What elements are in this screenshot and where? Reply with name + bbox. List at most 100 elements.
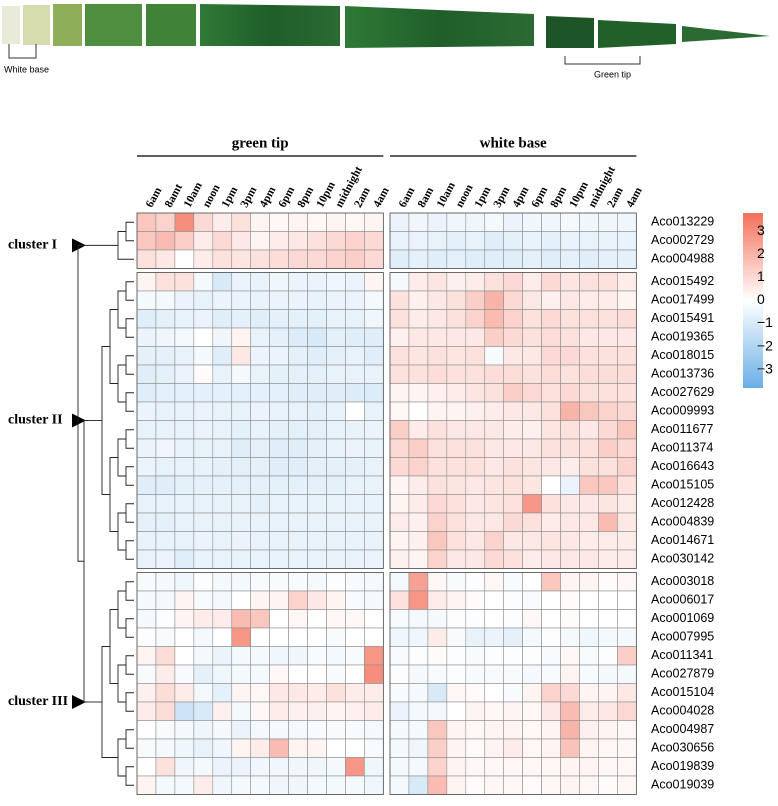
heatmap-cell bbox=[541, 231, 561, 251]
heatmap-cell bbox=[269, 572, 289, 592]
heatmap-cell bbox=[617, 738, 637, 758]
heatmap-cell bbox=[408, 457, 429, 477]
heatmap-cell bbox=[446, 627, 467, 647]
column-label: 3pm bbox=[239, 184, 260, 209]
heatmap-cell bbox=[541, 701, 561, 721]
photo-label: Green tip bbox=[594, 69, 631, 79]
heatmap-cell bbox=[364, 646, 384, 666]
heatmap-cell bbox=[155, 420, 176, 440]
colorbar bbox=[743, 213, 763, 388]
heatmap-cell bbox=[269, 775, 289, 795]
heatmap-cell bbox=[155, 327, 176, 347]
heatmap-cell bbox=[193, 609, 214, 629]
heatmap-cell bbox=[193, 757, 214, 777]
heatmap-cell bbox=[269, 290, 289, 310]
heatmap-cell bbox=[345, 309, 365, 329]
heatmap-cell bbox=[522, 231, 542, 251]
heatmap-cell bbox=[174, 249, 195, 269]
heatmap-cell bbox=[598, 249, 618, 269]
heatmap-cell bbox=[307, 549, 327, 569]
heatmap-cell bbox=[465, 420, 486, 440]
heatmap-cell bbox=[269, 475, 289, 495]
heatmap-cell bbox=[364, 401, 384, 421]
heatmap-cell bbox=[288, 512, 308, 532]
heatmap-cell bbox=[446, 249, 467, 269]
heatmap-cell bbox=[617, 512, 637, 532]
heatmap-cell bbox=[288, 327, 308, 347]
heatmap-cell bbox=[307, 664, 327, 684]
cluster-marker bbox=[72, 413, 86, 428]
heatmap-cell bbox=[307, 438, 327, 458]
heatmap-cell bbox=[212, 364, 233, 384]
heatmap-cell bbox=[465, 627, 486, 647]
heatmap-cell bbox=[389, 549, 410, 569]
heatmap-cell bbox=[193, 272, 214, 292]
heatmap-cell bbox=[484, 475, 505, 495]
row-label: Aco015104 bbox=[651, 685, 714, 699]
heatmap-cell bbox=[345, 590, 365, 610]
heatmap-cell bbox=[427, 364, 448, 384]
heatmap-cell bbox=[155, 457, 176, 477]
heatmap-cell bbox=[174, 494, 195, 514]
heatmap-cell bbox=[598, 664, 618, 684]
heatmap-cell bbox=[174, 475, 195, 495]
heatmap-cell bbox=[136, 738, 157, 758]
heatmap-cell bbox=[155, 590, 176, 610]
heatmap-cell bbox=[269, 512, 289, 532]
heatmap-cell bbox=[389, 720, 410, 740]
heatmap-cell bbox=[503, 627, 523, 647]
heatmap-cell bbox=[541, 420, 561, 440]
heatmap-cell bbox=[231, 438, 252, 458]
heatmap-cell bbox=[155, 494, 176, 514]
heatmap-cell bbox=[465, 531, 486, 551]
heatmap-cell bbox=[617, 231, 637, 251]
heatmap-cell bbox=[579, 627, 599, 647]
heatmap-cell bbox=[307, 401, 327, 421]
heatmap-cell bbox=[579, 590, 599, 610]
heatmap-cell bbox=[136, 683, 157, 703]
heatmap-cell bbox=[446, 757, 467, 777]
row-label: Aco004987 bbox=[651, 722, 714, 736]
heatmap-cell bbox=[326, 590, 346, 610]
heatmap-cell bbox=[389, 290, 410, 310]
heatmap-cell bbox=[617, 531, 637, 551]
heatmap-cell bbox=[250, 327, 270, 347]
heatmap-cell bbox=[136, 327, 157, 347]
heatmap-cell bbox=[617, 383, 637, 403]
heatmap-cell bbox=[579, 664, 599, 684]
heatmap-cell bbox=[288, 212, 308, 232]
heatmap-cell bbox=[579, 683, 599, 703]
heatmap-cell bbox=[503, 590, 523, 610]
heatmap-cell bbox=[522, 683, 542, 703]
heatmap-cell bbox=[250, 309, 270, 329]
heatmap-cell bbox=[364, 383, 384, 403]
heatmap-cell bbox=[465, 457, 486, 477]
heatmap-cell bbox=[269, 327, 289, 347]
heatmap-cell bbox=[231, 664, 252, 684]
heatmap-cell bbox=[541, 457, 561, 477]
heatmap-cell bbox=[598, 290, 618, 310]
heatmap-cell bbox=[231, 627, 252, 647]
heatmap-cell bbox=[579, 549, 599, 569]
heatmap-cell bbox=[193, 494, 214, 514]
heatmap-cell bbox=[288, 738, 308, 758]
heatmap-cell bbox=[136, 249, 157, 269]
heatmap-cell bbox=[231, 775, 252, 795]
heatmap-cell bbox=[465, 327, 486, 347]
heatmap-cell bbox=[326, 531, 346, 551]
heatmap-cell bbox=[326, 401, 346, 421]
heatmap-cell bbox=[598, 272, 618, 292]
colorbar-tick-label: −2 bbox=[757, 337, 773, 353]
heatmap-cell bbox=[598, 775, 618, 795]
heatmap-cell bbox=[484, 272, 505, 292]
heatmap-cell bbox=[389, 590, 410, 610]
heatmap-cell bbox=[212, 720, 233, 740]
heatmap-cell bbox=[579, 701, 599, 721]
heatmap-cell bbox=[212, 438, 233, 458]
heatmap-cell bbox=[579, 327, 599, 347]
heatmap-cell bbox=[389, 512, 410, 532]
heatmap-cell bbox=[231, 512, 252, 532]
heatmap-cell bbox=[427, 683, 448, 703]
heatmap-cell bbox=[579, 231, 599, 251]
heatmap-cell bbox=[364, 720, 384, 740]
